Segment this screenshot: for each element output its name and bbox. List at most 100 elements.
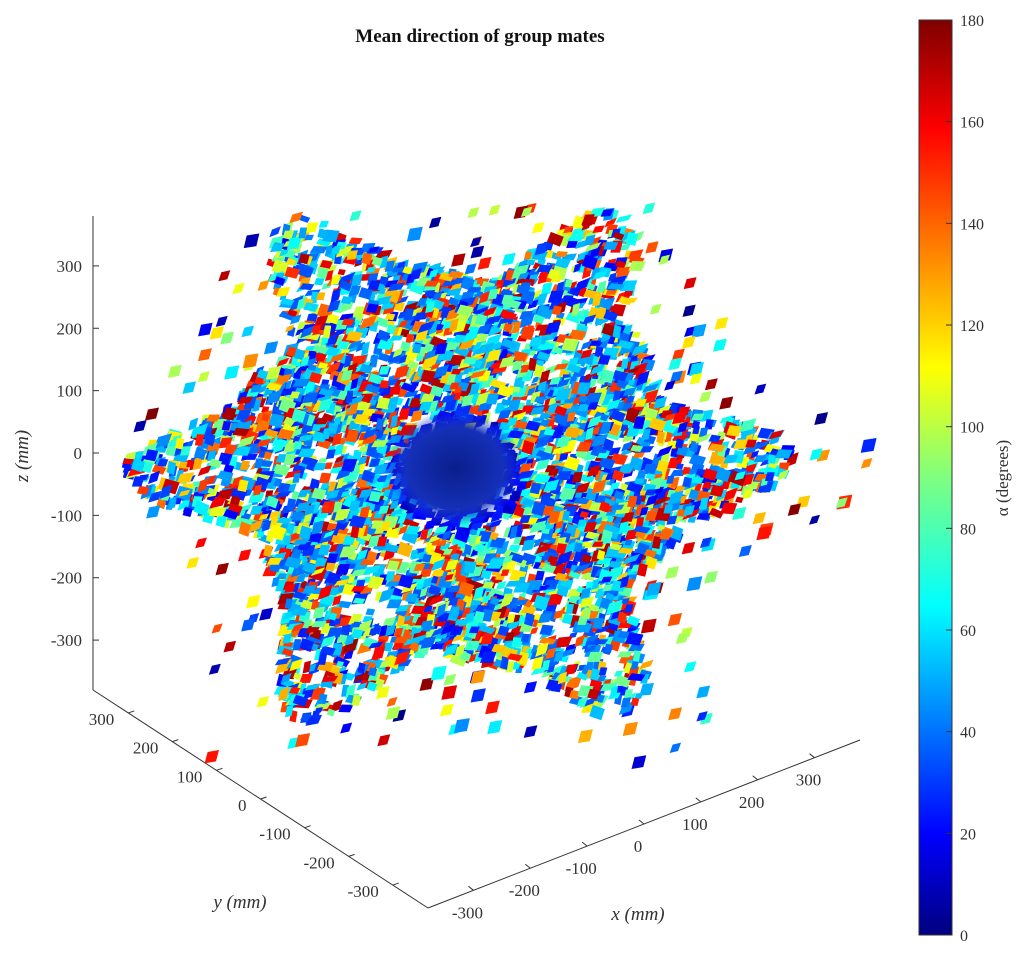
voxel (441, 279, 458, 287)
voxel (645, 472, 656, 481)
voxel (578, 474, 596, 483)
voxel (702, 468, 719, 481)
voxel (561, 337, 579, 352)
voxel (231, 447, 250, 456)
voxel (564, 455, 581, 471)
voxel (356, 549, 368, 561)
voxel (543, 386, 555, 396)
voxel (556, 470, 572, 481)
voxel (334, 443, 344, 456)
voxel (378, 587, 395, 603)
voxel (587, 386, 597, 395)
voxel (325, 489, 340, 500)
voxel (419, 392, 437, 404)
voxel (412, 343, 422, 354)
voxel (292, 639, 302, 651)
voxel (556, 584, 570, 598)
voxel (497, 384, 513, 398)
voxel (530, 627, 539, 635)
z-tick-label: 100 (57, 382, 83, 401)
voxel (400, 382, 418, 393)
voxel (620, 697, 632, 708)
voxel (639, 659, 654, 670)
voxel (608, 272, 617, 282)
voxel (580, 553, 592, 564)
voxel (178, 489, 191, 497)
voxel (549, 377, 561, 385)
voxel (207, 450, 217, 462)
voxel (534, 542, 553, 555)
voxel (480, 568, 493, 580)
voxel (415, 584, 425, 590)
voxel (328, 313, 340, 325)
voxel (463, 612, 476, 623)
voxel (396, 261, 406, 269)
voxel (583, 644, 597, 653)
voxel (351, 586, 366, 592)
voxel (266, 557, 283, 565)
voxel (122, 458, 134, 465)
voxel (578, 596, 595, 609)
voxel (340, 296, 353, 305)
voxel (193, 500, 210, 517)
voxel (413, 311, 430, 321)
voxel (630, 661, 640, 670)
x-tick-mark (809, 753, 815, 759)
voxel (350, 524, 360, 539)
voxel (289, 658, 304, 672)
voxel (519, 515, 531, 523)
voxel (424, 280, 440, 287)
voxel (350, 377, 359, 390)
voxel (425, 301, 436, 313)
voxel (305, 714, 323, 726)
voxel (268, 516, 279, 529)
voxel (446, 374, 457, 385)
voxel (265, 382, 282, 391)
voxel (359, 363, 374, 374)
voxel (625, 395, 635, 404)
voxel (624, 539, 633, 546)
voxel (131, 476, 145, 487)
voxel (601, 323, 616, 337)
voxel (584, 242, 602, 253)
x-tick-label: 100 (682, 815, 708, 834)
voxel (581, 254, 598, 270)
voxel (306, 532, 322, 543)
voxel (626, 615, 640, 627)
voxel (427, 578, 442, 590)
voxel (627, 407, 641, 417)
voxel (614, 670, 624, 677)
voxel (291, 548, 302, 561)
voxel (150, 493, 161, 500)
voxel (347, 394, 365, 406)
voxel (289, 211, 304, 224)
voxel (326, 627, 344, 638)
voxel (279, 298, 295, 306)
voxel (507, 551, 526, 564)
voxel (340, 623, 352, 636)
voxel (184, 439, 194, 449)
voxel (372, 646, 386, 660)
voxel (527, 299, 539, 310)
voxel (449, 626, 464, 635)
voxel (523, 612, 535, 627)
voxel (497, 409, 512, 420)
voxel (179, 446, 191, 456)
voxel (193, 446, 207, 461)
voxel (265, 366, 282, 380)
voxel (594, 345, 604, 358)
voxel (284, 324, 295, 333)
voxel (624, 604, 634, 613)
voxel (339, 299, 355, 314)
y-tick-label: -300 (348, 882, 379, 901)
voxel (502, 554, 514, 565)
voxel (675, 463, 684, 470)
voxel (585, 581, 594, 590)
voxel (586, 464, 601, 478)
voxel (596, 549, 606, 561)
voxel (317, 693, 328, 705)
voxel (165, 442, 177, 457)
x-tick-mark (752, 775, 758, 781)
voxel (384, 260, 395, 272)
voxel (500, 569, 510, 576)
